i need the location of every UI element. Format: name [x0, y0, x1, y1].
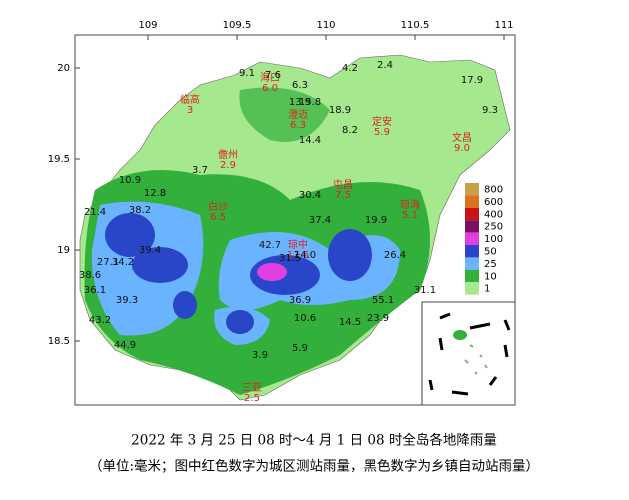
station-value: 39.4	[139, 245, 161, 256]
station-value: 2.4	[377, 60, 393, 71]
rain-zones	[84, 87, 430, 395]
station-value: 4.2	[342, 63, 358, 74]
station-value: 26.4	[384, 250, 406, 261]
x-tick-label: 110.5	[401, 20, 430, 31]
station-value: 6.3	[292, 80, 308, 91]
legend-swatch	[465, 269, 479, 283]
city-name: 海口	[260, 71, 280, 84]
inset	[421, 301, 516, 406]
x-tick-label: 109	[138, 20, 157, 31]
city-value: 2.5	[244, 393, 260, 404]
legend-swatch	[465, 195, 479, 208]
legend-label: 1	[484, 284, 490, 295]
station-value: 23.9	[367, 313, 389, 324]
station-value: 15.8	[299, 97, 321, 108]
station-value: 37.4	[309, 215, 331, 226]
city-value: 2.9	[220, 160, 236, 171]
station-value: 12.8	[144, 188, 166, 199]
station-value: 10.6	[294, 313, 316, 324]
station-value: 21.4	[84, 207, 106, 218]
station-value: 44.9	[114, 340, 136, 351]
city-name: 儋州	[218, 148, 238, 161]
city-value: 6.5	[210, 212, 226, 223]
y-tick-label: 20	[57, 63, 70, 74]
station-value: 8.2	[342, 125, 358, 136]
city-name: 澄迈	[288, 108, 308, 121]
station-value: 27.1	[97, 257, 119, 268]
legend-swatch	[465, 245, 479, 258]
x-tick-label: 111	[494, 20, 513, 31]
legend-label: 50	[484, 247, 497, 258]
x-tick-label: 109.5	[223, 20, 252, 31]
legend-swatch	[465, 282, 479, 295]
station-value: 14.5	[339, 317, 361, 328]
legend-swatch	[465, 207, 479, 221]
city-value: 5.9	[374, 127, 390, 138]
legend-swatch	[465, 183, 479, 196]
city-value: 17.6	[287, 250, 309, 261]
city-name: 文昌	[452, 131, 472, 144]
station-value: 9.3	[482, 105, 498, 116]
station-value: 31.1	[414, 285, 436, 296]
city-name: 定安	[372, 115, 392, 128]
legend-label: 400	[484, 209, 503, 220]
station-value: 36.1	[84, 285, 106, 296]
city-value: 6.0	[262, 83, 278, 94]
legend-label: 10	[484, 271, 497, 282]
legend-swatch	[465, 232, 479, 245]
legend-swatch	[465, 257, 479, 270]
y-tick-label: 18.5	[48, 336, 70, 347]
legend-label: 25	[484, 259, 497, 270]
legend-label: 250	[484, 222, 503, 233]
legend-label: 600	[484, 197, 503, 208]
legend-label: 100	[484, 234, 503, 245]
caption-note: （单位:毫米；图中红色数字为城区测站雨量，黑色数字为乡镇自动站雨量）	[89, 458, 539, 475]
station-value: 14.4	[299, 135, 321, 146]
station-value: 31.5	[279, 253, 301, 264]
station-value: 19.9	[365, 215, 387, 226]
caption-title: 2022 年 3 月 25 日 08 时～4 月 1 日 08 时全岛各地降雨量	[131, 432, 497, 449]
station-value: 39.3	[116, 295, 138, 306]
city-name: 琼中	[288, 238, 308, 251]
station-value: 43.2	[89, 315, 111, 326]
station-value: 13.9	[289, 97, 311, 108]
city-name: 三亚	[242, 383, 262, 394]
station-value: 17.9	[461, 75, 483, 86]
station-value: 55.1	[372, 295, 394, 306]
station-value: 18.9	[329, 105, 351, 116]
city-name: 临高	[180, 93, 200, 106]
y-tick-label: 19	[57, 245, 70, 256]
station-value: 10.9	[119, 175, 141, 186]
legend-label: 800	[484, 185, 503, 196]
city-name: 白沙	[208, 200, 228, 213]
city-name: 琼海	[400, 198, 420, 211]
city-value: 5.1	[402, 210, 418, 221]
station-value: 38.2	[129, 205, 151, 216]
city-value: 3	[187, 105, 193, 116]
station-value: 34.2	[112, 257, 134, 268]
station-value: 3.9	[252, 350, 268, 361]
station-value: 14.0	[294, 250, 316, 261]
city-value: 7.5	[335, 190, 351, 201]
station-value: 5.9	[292, 343, 308, 354]
station-value: 30.4	[299, 190, 321, 201]
station-value: 7.6	[265, 70, 281, 81]
station-value: 3.7	[192, 165, 208, 176]
city-name: 屯昌	[333, 178, 353, 191]
station-value: 38.6	[79, 270, 101, 281]
city-value: 6.3	[290, 120, 306, 131]
y-tick-label: 19.5	[48, 154, 70, 165]
x-tick-label: 110	[316, 20, 335, 31]
station-value: 42.7	[259, 240, 281, 251]
station-value: 36.9	[289, 295, 311, 306]
city-value: 9.0	[454, 143, 470, 154]
station-value: 9.1	[239, 68, 255, 79]
legend-swatch	[465, 220, 479, 233]
